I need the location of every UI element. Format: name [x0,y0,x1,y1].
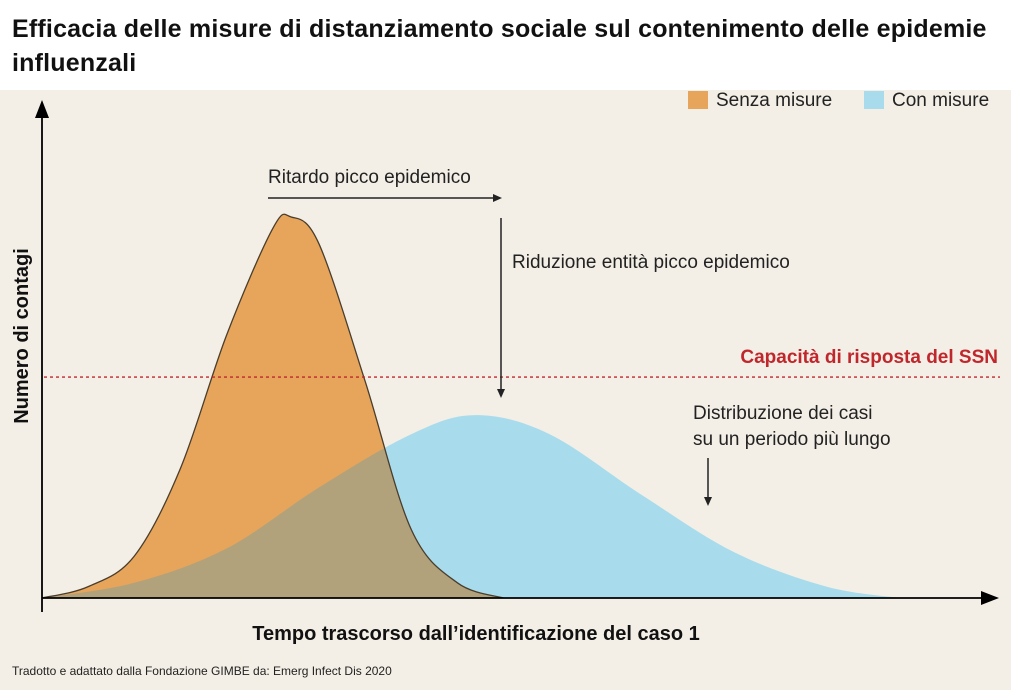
legend-swatch-2 [864,91,884,109]
y-axis-label: Numero di contagi [11,248,33,424]
annotation-distribuzione-line-2: su un periodo più lungo [693,429,891,450]
x-axis-arrow-icon [981,591,999,605]
annotation-distribuzione-line-1: Distribuzione dei casi [693,403,873,424]
legend-label-2: Con misure [892,90,989,111]
legend-swatch-1 [688,91,708,109]
capacity-label: Capacità di risposta del SSN [740,347,998,368]
legend-label-1: Senza misure [716,90,832,111]
axes-layer: Numero di contagi Tempo trascorso dall’id… [11,100,999,645]
series-line-senza-misure [41,213,504,599]
distribution-arrow-head-icon [704,497,712,506]
source-note: Tradotto e adattato dalla Fondazione GIM… [12,664,392,678]
y-axis-arrow-icon [35,100,49,118]
areas-layer [41,213,901,599]
delay-arrow-head-icon [493,194,502,202]
annotations-layer: Ritardo picco epidemico Riduzione entità … [268,167,891,506]
annotation-riduzione-picco: Riduzione entità picco epidemico [512,252,790,273]
reduction-arrow-head-icon [497,389,505,398]
reference-line-layer: Capacità di risposta del SSN [44,347,1000,378]
chart-title: Efficacia delle misure di distanziamento… [12,15,987,77]
x-axis-label: Tempo trascorso dall’identificazione del… [252,623,700,645]
annotation-ritardo-picco: Ritardo picco epidemico [268,167,471,188]
title-bar [0,0,1011,90]
legend: Senza misure Con misure [688,90,989,111]
